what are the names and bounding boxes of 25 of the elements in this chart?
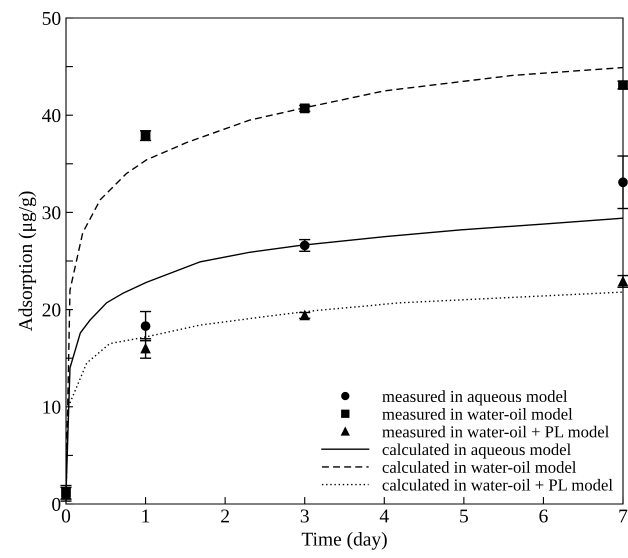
legend-label: calculated in water-oil + PL model — [382, 478, 613, 491]
y-tick-label: 10 — [43, 400, 60, 414]
x-tick-label: 2 — [221, 509, 229, 522]
x-tick-label: 0 — [62, 509, 70, 523]
y-axis-title: Adsorption (μg/g) — [18, 192, 36, 332]
point — [618, 177, 628, 188]
x-tick-label: 5 — [460, 510, 468, 523]
x-tick-label: 7 — [619, 510, 628, 522]
legend-label: calculated in water-oil model — [382, 461, 576, 473]
x-tick-label: 4 — [380, 510, 389, 522]
legend-label: calculated in aqueous model — [382, 443, 571, 459]
y-tick-label: 50 — [42, 12, 60, 25]
x-tick-label: 6 — [539, 509, 548, 523]
legend-label: measured in aqueous model — [382, 390, 568, 406]
y-tick-label: 0 — [52, 498, 60, 511]
x-tick-label: 3 — [300, 509, 309, 523]
x-axis-title: Time (day) — [302, 532, 387, 550]
point — [140, 344, 150, 354]
y-tick-label: 40 — [42, 109, 60, 122]
legend-label: measured in water-oil + PL model — [382, 426, 609, 438]
y-tick-label: 20 — [42, 303, 60, 317]
point — [140, 321, 150, 331]
x-tick-label: 1 — [142, 510, 150, 522]
legend-label: measured in water-oil model — [382, 408, 572, 420]
y-tick-label: 30 — [42, 206, 60, 220]
